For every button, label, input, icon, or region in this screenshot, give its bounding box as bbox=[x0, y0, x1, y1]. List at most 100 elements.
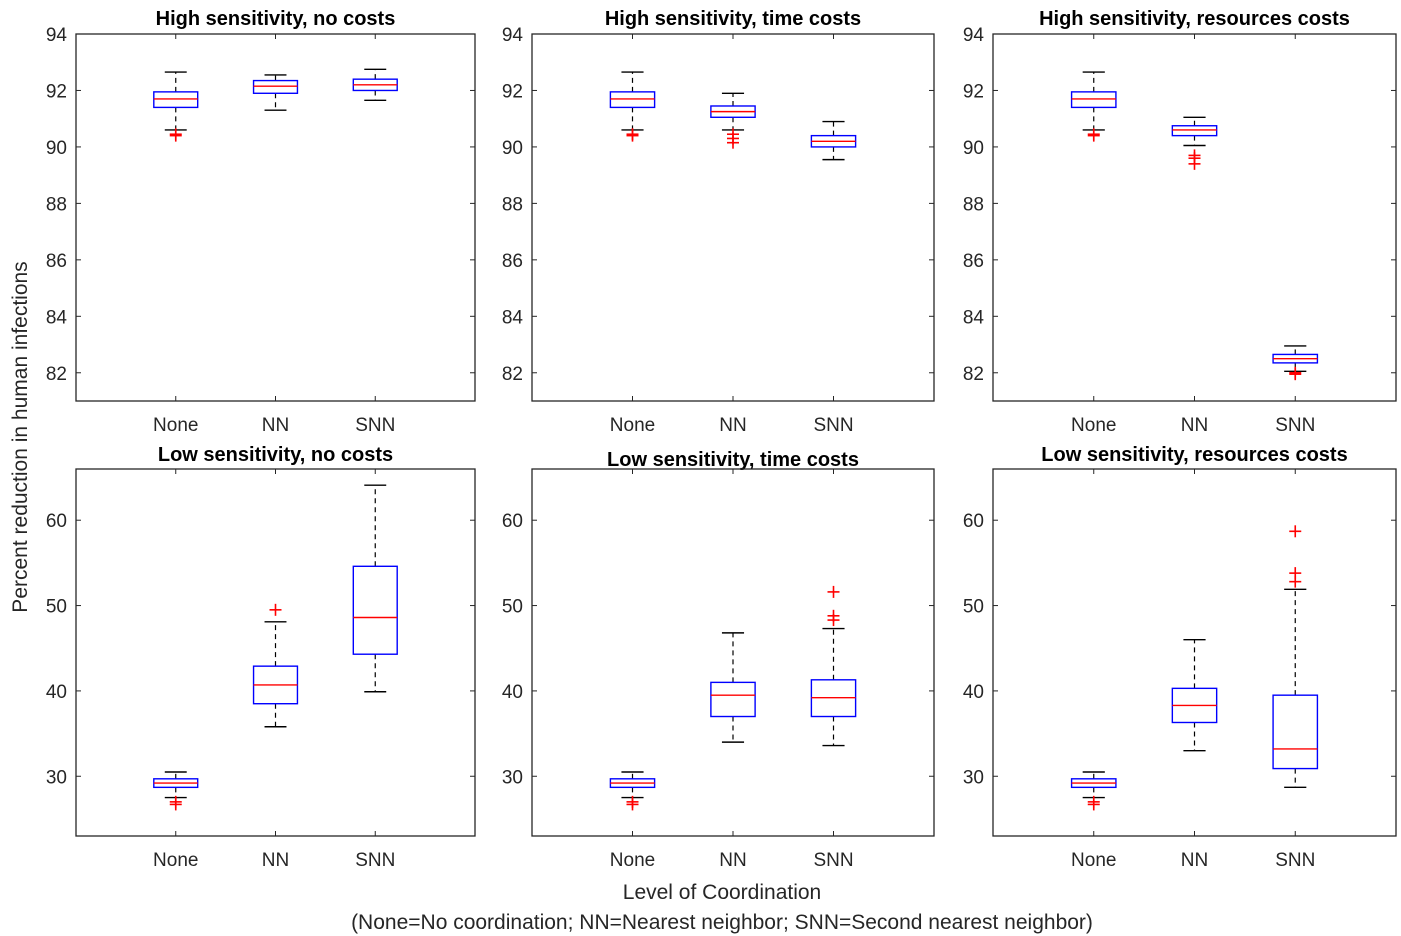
box-None bbox=[609, 71, 656, 142]
x-axis-note: (None=No coordination; NN=Nearest neighb… bbox=[351, 911, 1093, 934]
y-tick-label: 50 bbox=[46, 597, 67, 618]
x-tick-label: NN bbox=[1181, 850, 1208, 871]
x-tick-label: SNN bbox=[1275, 415, 1315, 436]
box-None bbox=[1070, 71, 1117, 142]
panels: High sensitivity, no costs 82 84 86 88 90 92 94… bbox=[46, 8, 1397, 871]
y-tick-label: 50 bbox=[963, 597, 984, 618]
x-tick-label: SNN bbox=[1275, 850, 1315, 871]
y-tick-label: 90 bbox=[963, 138, 984, 159]
y-tick-label: 30 bbox=[963, 767, 984, 788]
outlier-marker bbox=[169, 128, 182, 141]
box-NN bbox=[1171, 116, 1218, 170]
iqr-box bbox=[153, 91, 199, 109]
x-tick-label: None bbox=[610, 415, 655, 436]
y-tick-label: 92 bbox=[46, 81, 67, 102]
y-tick-label: 30 bbox=[46, 767, 67, 788]
x-tick-label: SNN bbox=[813, 850, 853, 871]
y-tick-label: 88 bbox=[502, 194, 523, 215]
y-tick-label: 88 bbox=[46, 194, 67, 215]
outlier-marker bbox=[169, 795, 182, 808]
x-tick-label: NN bbox=[1181, 415, 1208, 436]
panel-title: Low sensitivity, no costs bbox=[158, 444, 393, 466]
outlier-marker bbox=[269, 603, 282, 616]
box-SNN bbox=[1272, 345, 1319, 381]
y-tick-label: 90 bbox=[502, 138, 523, 159]
y-tick-label: 90 bbox=[46, 138, 67, 159]
outlier-marker bbox=[1188, 149, 1201, 162]
iqr-box bbox=[1171, 125, 1218, 137]
y-tick-label: 88 bbox=[963, 194, 984, 215]
x-tick-label: SNN bbox=[355, 415, 395, 436]
y-tick-label: 82 bbox=[963, 364, 984, 385]
y-tick-label: 86 bbox=[502, 251, 523, 272]
y-tick-label: 40 bbox=[502, 682, 523, 703]
y-tick-label: 84 bbox=[963, 307, 985, 328]
panel-title: High sensitivity, no costs bbox=[156, 8, 396, 30]
box-None bbox=[153, 771, 199, 811]
y-tick-label: 30 bbox=[502, 767, 523, 788]
chart-panel-3: High sensitivity, resources costs 82 84 86 8… bbox=[963, 8, 1397, 436]
iqr-box bbox=[352, 565, 398, 655]
outlier-marker bbox=[626, 128, 639, 141]
y-tick-label: 84 bbox=[502, 307, 524, 328]
x-tick-label: None bbox=[610, 850, 655, 871]
box-SNN bbox=[810, 120, 857, 161]
box-NN bbox=[252, 74, 299, 111]
chart-panel-2: High sensitivity, time costs 82 84 86 88 90 92… bbox=[502, 8, 935, 436]
axes-frame bbox=[992, 468, 1397, 837]
y-tick-label: 82 bbox=[502, 364, 523, 385]
outlier-marker bbox=[827, 609, 840, 622]
box-NN bbox=[710, 92, 756, 149]
y-tick-label: 92 bbox=[963, 81, 984, 102]
x-tick-label: None bbox=[1071, 850, 1116, 871]
chart-panel-5: Low sensitivity, time costs 30 40 50 60 None N… bbox=[502, 449, 935, 871]
y-tick-label: 40 bbox=[963, 682, 984, 703]
y-tick-label: 86 bbox=[46, 251, 67, 272]
chart-panel-6: Low sensitivity, resources costs 30 40 50 60… bbox=[963, 444, 1397, 871]
x-tick-label: NN bbox=[719, 415, 746, 436]
outlier-marker bbox=[727, 128, 739, 141]
x-tick-label: NN bbox=[262, 415, 289, 436]
y-tick-label: 60 bbox=[963, 511, 984, 532]
y-tick-label: 94 bbox=[502, 25, 524, 46]
panel-title: High sensitivity, time costs bbox=[605, 8, 861, 30]
axes-frame bbox=[75, 33, 476, 402]
box-NN bbox=[252, 603, 299, 728]
box-NN bbox=[710, 632, 756, 743]
outlier-marker bbox=[1289, 366, 1302, 379]
y-tick-label: 60 bbox=[502, 511, 523, 532]
box-NN bbox=[1171, 638, 1218, 752]
box-SNN bbox=[352, 484, 398, 693]
y-tick-label: 94 bbox=[46, 25, 68, 46]
y-tick-label: 94 bbox=[963, 25, 985, 46]
y-tick-label: 60 bbox=[46, 511, 67, 532]
iqr-box bbox=[1070, 91, 1117, 109]
outlier-marker bbox=[1289, 525, 1302, 538]
box-None bbox=[609, 771, 656, 811]
x-tick-label: None bbox=[153, 850, 198, 871]
outlier-marker bbox=[1289, 567, 1302, 580]
outlier-marker bbox=[1087, 795, 1100, 808]
outlier-marker bbox=[626, 795, 639, 808]
y-tick-label: 92 bbox=[502, 81, 523, 102]
y-tick-label: 86 bbox=[963, 251, 984, 272]
axes-frame bbox=[531, 33, 935, 402]
chart-panel-1: High sensitivity, no costs 82 84 86 88 90 92 94… bbox=[46, 8, 476, 436]
panel-title: High sensitivity, resources costs bbox=[1039, 8, 1350, 30]
y-tick-label: 82 bbox=[46, 364, 67, 385]
x-axis-label: Level of Coordination bbox=[623, 881, 821, 904]
box-None bbox=[153, 71, 199, 142]
iqr-box bbox=[252, 79, 299, 94]
iqr-box bbox=[710, 681, 756, 718]
outlier-marker bbox=[827, 585, 840, 598]
panel-title: Low sensitivity, time costs bbox=[607, 449, 859, 471]
outlier-marker bbox=[1087, 128, 1100, 141]
y-axis-label: Percent reduction in human infections bbox=[9, 261, 32, 612]
x-tick-label: SNN bbox=[355, 850, 395, 871]
box-None bbox=[1070, 771, 1117, 811]
x-tick-label: None bbox=[1071, 415, 1116, 436]
iqr-box bbox=[1272, 694, 1319, 770]
box-SNN bbox=[352, 68, 398, 102]
x-tick-label: NN bbox=[719, 850, 746, 871]
iqr-box bbox=[609, 91, 656, 109]
